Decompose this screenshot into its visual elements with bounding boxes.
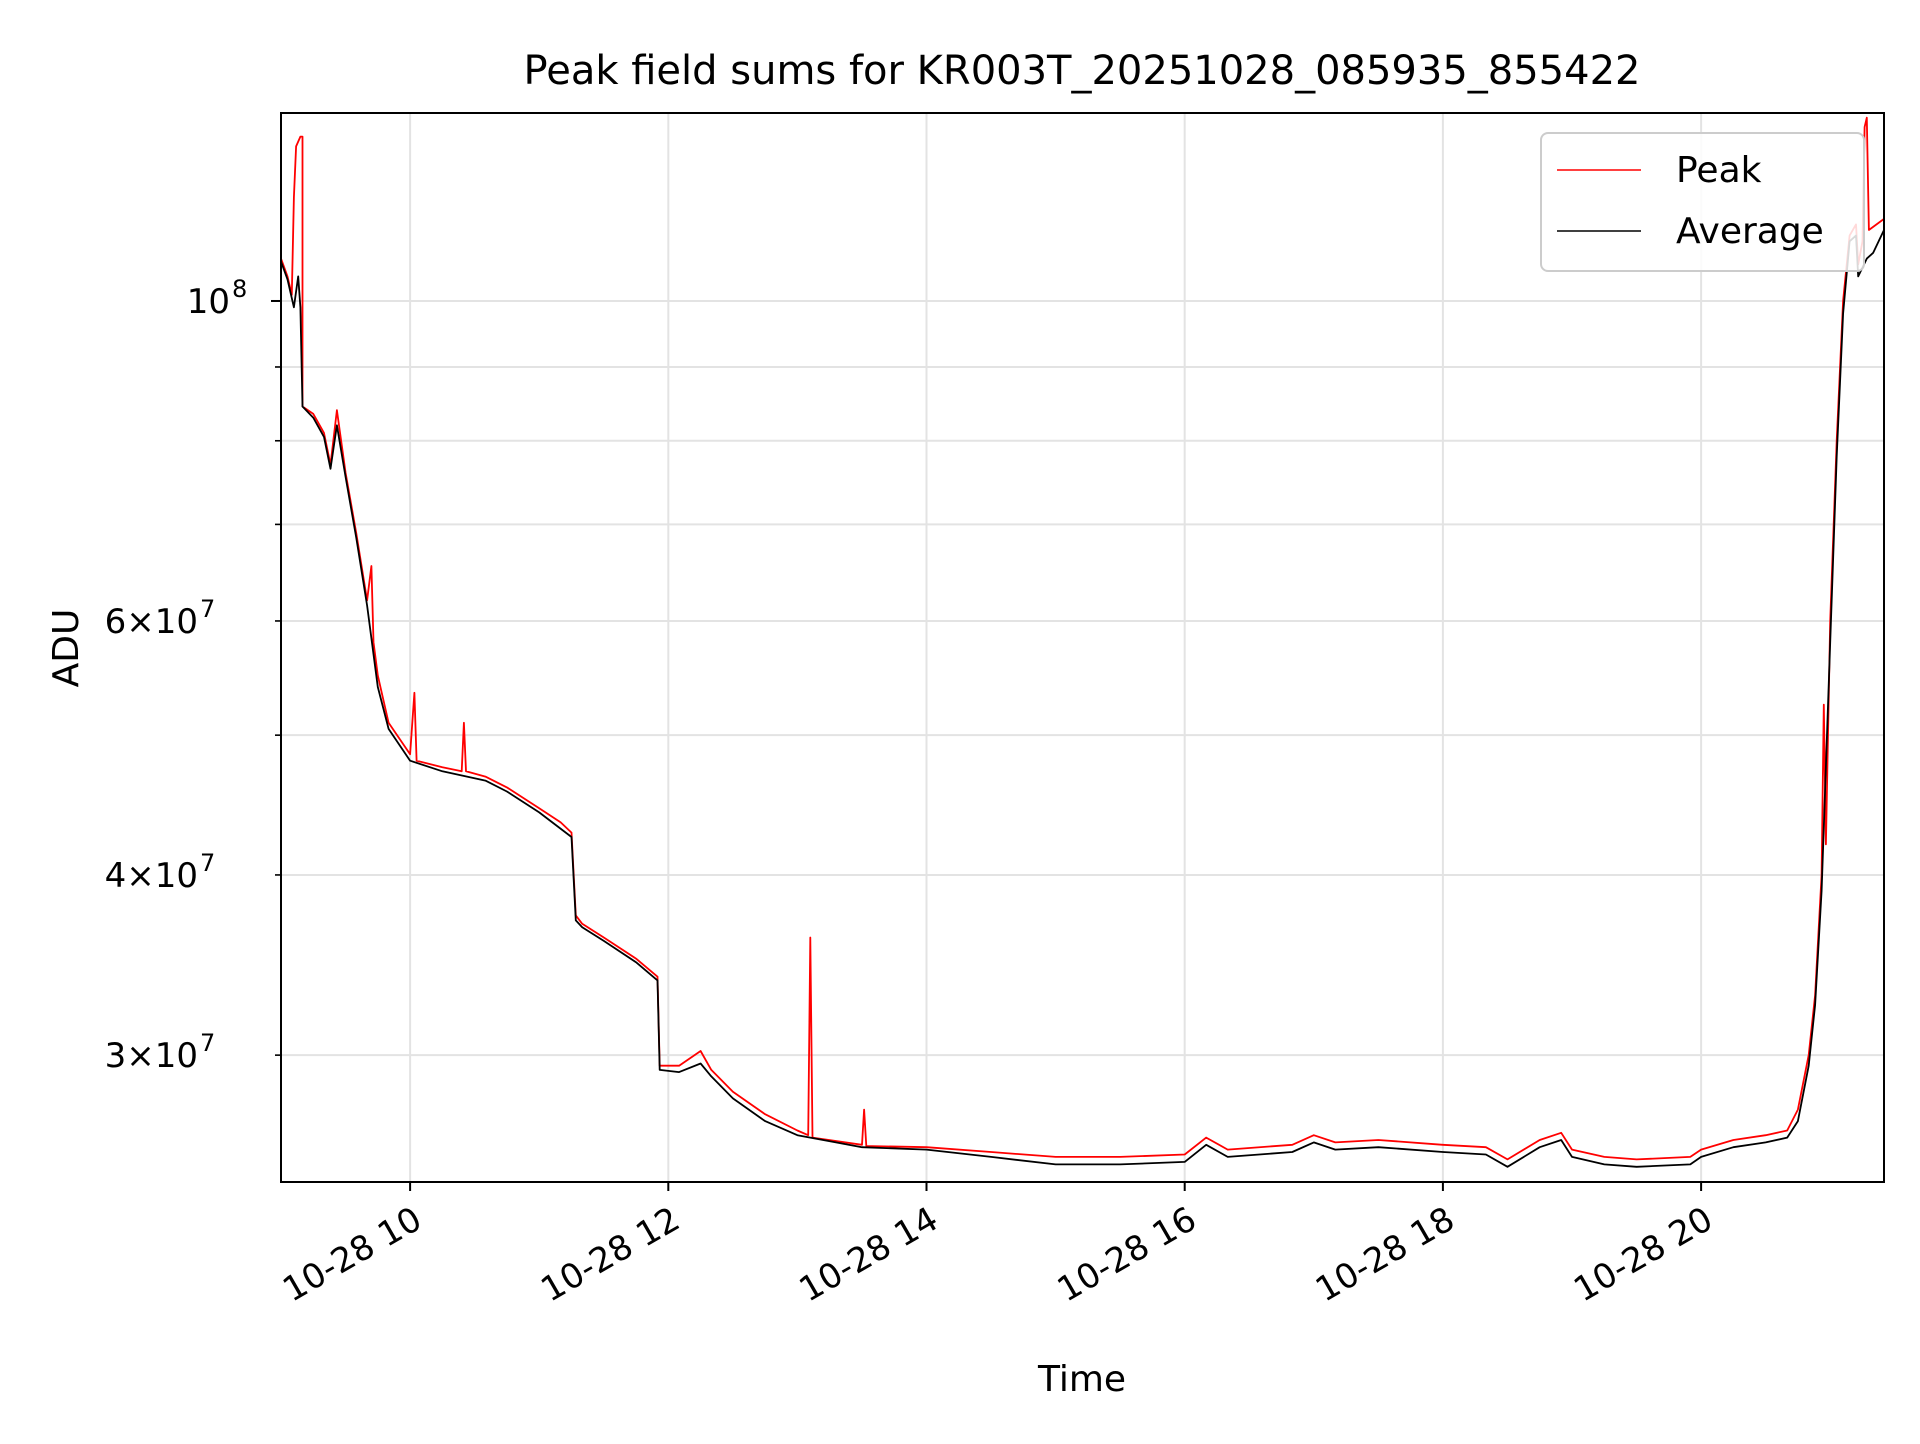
legend-label-average: Average (1676, 211, 1824, 252)
grid (281, 113, 1884, 1182)
series-layer (280, 116, 1885, 1168)
x-axis-label: Time (1037, 1359, 1126, 1400)
y-tick-label: 4×10 7 (105, 849, 216, 896)
y-axis: 10 83×10 74×10 76×10 7 (105, 275, 281, 1076)
legend-box (1540, 132, 1865, 272)
y-tick-label-coef: 3×10 (105, 1036, 198, 1076)
y-tick-label-coef: 4×10 (105, 856, 198, 896)
series-line-peak (280, 116, 1885, 1161)
y-tick-label: 6×10 7 (105, 595, 216, 642)
y-tick-label-exponent: 8 (232, 275, 247, 303)
y-tick-label-exponent: 7 (200, 1029, 215, 1057)
y-tick-label-base: 10 (187, 282, 230, 322)
plot-frame (280, 112, 1885, 1183)
y-axis-label: ADU (46, 609, 87, 688)
y-tick-label-exponent: 7 (200, 595, 215, 623)
y-tick-label-coef: 6×10 (105, 602, 198, 642)
legend-label-peak: Peak (1676, 150, 1762, 191)
legend: Peak Average (1540, 132, 1865, 272)
y-tick-label: 3×10 7 (105, 1029, 216, 1076)
y-tick-label-exponent: 7 (200, 849, 215, 877)
chart-title: Peak field sums for KR003T_20251028_0859… (524, 48, 1641, 94)
y-tick-label: 10 8 (187, 275, 248, 322)
series-line-average (280, 229, 1885, 1168)
